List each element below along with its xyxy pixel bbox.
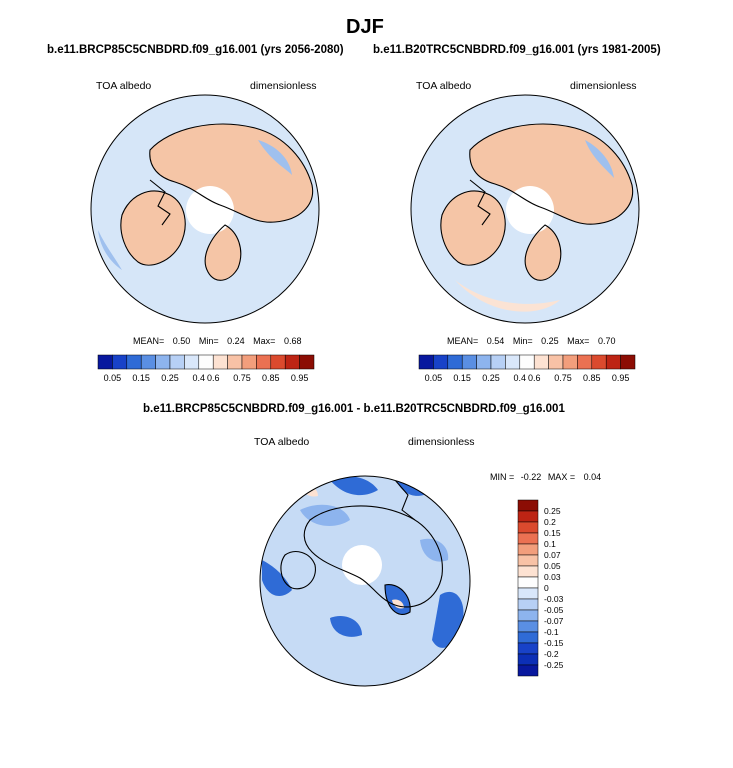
colorbar-difference-tick-label: -0.15 bbox=[544, 638, 564, 648]
colorbar-left: 0.05 0.15 0.25 0.4 0.6 0.75 0.85 0.95 bbox=[97, 354, 315, 383]
colorbar-right-tick-label: 0.85 bbox=[583, 373, 601, 383]
colorbar-left-tick-label: 0.05 bbox=[104, 373, 122, 383]
panel-right-max: 0.70 bbox=[597, 336, 616, 346]
panel-left-min: 0.24 bbox=[227, 336, 245, 346]
difference-title: b.e11.BRCP85C5CNBDRD.f09_g16.001 - b.e11… bbox=[143, 403, 565, 415]
colorbar-right: 0.05 0.15 0.25 0.4 0.6 0.75 0.85 0.95 bbox=[418, 354, 636, 383]
colorbar-difference-tick-label: -0.07 bbox=[544, 616, 564, 626]
colorbar-difference: 0.250.20.150.10.070.050.030-0.03-0.05-0.… bbox=[517, 499, 564, 677]
difference-max-label: MAX = bbox=[547, 472, 576, 482]
panel-right-run-title: b.e11.B20TRC5CNBDRD.f09_g16.001 (yrs 198… bbox=[373, 44, 661, 56]
colorbar-difference-swatch bbox=[517, 510, 539, 523]
colorbar-difference-tick-label: -0.2 bbox=[544, 649, 559, 659]
colorbar-difference-tick-label: 0.1 bbox=[544, 539, 556, 549]
colorbar-left-tick-label: 0.75 bbox=[233, 373, 251, 383]
colorbar-difference-swatch bbox=[517, 609, 539, 622]
difference-variable: TOA albedo bbox=[254, 436, 310, 448]
colorbar-left-tick-label: 0.85 bbox=[262, 373, 280, 383]
panel-right-mean-label: MEAN= bbox=[447, 336, 479, 346]
colorbar-difference-tick-label: 0.05 bbox=[544, 561, 561, 571]
colorbar-right-swatch bbox=[620, 354, 636, 370]
panel-left-variable: TOA albedo bbox=[96, 80, 152, 92]
colorbar-right-tick-label: 0.25 bbox=[482, 373, 500, 383]
colorbar-difference-tick-label: 0.2 bbox=[544, 517, 556, 527]
colorbar-left-tick-label: 0.15 bbox=[132, 373, 150, 383]
colorbar-difference-swatch bbox=[517, 554, 539, 567]
colorbar-difference-tick-label: 0.03 bbox=[544, 572, 561, 582]
panel-left-mean: 0.50 bbox=[172, 336, 191, 346]
colorbar-difference-swatch bbox=[517, 543, 539, 556]
colorbar-right-tick-label: 0.15 bbox=[453, 373, 471, 383]
colorbar-difference-tick-label: 0.25 bbox=[544, 506, 561, 516]
colorbar-right-tick-label: 0.6 bbox=[528, 373, 541, 383]
panel-left-stats: MEAN= 0.50 Min= 0.24 Max= 0.68 bbox=[133, 336, 301, 346]
colorbar-difference-swatch bbox=[517, 620, 539, 633]
colorbar-difference-swatch bbox=[517, 521, 539, 534]
colorbar-left-tick-label: 0.25 bbox=[161, 373, 179, 383]
panel-left-min-label: Min= bbox=[198, 336, 219, 346]
colorbar-left-swatch bbox=[299, 354, 315, 370]
colorbar-difference-tick-label: -0.03 bbox=[544, 594, 564, 604]
panel-right-stats: MEAN= 0.54 Min= 0.25 Max= 0.70 bbox=[447, 336, 615, 346]
colorbar-difference-tick-label: 0.15 bbox=[544, 528, 561, 538]
panel-right-units: dimensionless bbox=[570, 80, 637, 92]
colorbar-difference-tick-label: 0 bbox=[544, 583, 549, 593]
panel-left-max-label: Max= bbox=[253, 336, 276, 346]
colorbar-difference-tick-label: -0.25 bbox=[544, 660, 564, 670]
difference-minmax: MIN = -0.22 MAX = 0.04 bbox=[490, 472, 601, 482]
map-field-difference bbox=[260, 476, 470, 686]
panel-left-max: 0.68 bbox=[283, 336, 302, 346]
difference-units: dimensionless bbox=[408, 436, 475, 448]
colorbar-right-tick-label: 0.05 bbox=[425, 373, 443, 383]
difference-min-label: MIN = bbox=[490, 472, 515, 482]
colorbar-difference-swatch bbox=[517, 598, 539, 611]
colorbar-difference-swatch bbox=[517, 499, 539, 512]
colorbar-left-tick-label: 0.95 bbox=[291, 373, 309, 383]
panel-right-variable: TOA albedo bbox=[416, 80, 472, 92]
map-field-left bbox=[91, 95, 319, 323]
colorbar-difference-tick-label: 0.07 bbox=[544, 550, 561, 560]
panel-right-min: 0.25 bbox=[541, 336, 559, 346]
colorbar-difference-swatch bbox=[517, 642, 539, 655]
colorbar-difference-swatch bbox=[517, 532, 539, 545]
colorbar-difference-swatch bbox=[517, 664, 539, 677]
colorbar-right-tick-label: 0.75 bbox=[554, 373, 572, 383]
colorbar-difference-swatch bbox=[517, 631, 539, 644]
colorbar-difference-swatch bbox=[517, 587, 539, 600]
figure-title: DJF bbox=[346, 16, 384, 38]
colorbar-left-tick-label: 0.4 bbox=[193, 373, 206, 383]
panel-right-max-label: Max= bbox=[567, 336, 590, 346]
panel-left-run-title: b.e11.BRCP85C5CNBDRD.f09_g16.001 (yrs 20… bbox=[47, 44, 344, 56]
map-field-right bbox=[411, 95, 639, 323]
colorbar-difference-tick-label: -0.05 bbox=[544, 605, 564, 615]
difference-max: 0.04 bbox=[583, 472, 602, 482]
colorbar-difference-swatch bbox=[517, 565, 539, 578]
difference-min: -0.22 bbox=[520, 472, 542, 482]
colorbar-right-tick-label: 0.4 bbox=[514, 373, 527, 383]
colorbar-difference-swatch bbox=[517, 653, 539, 666]
panel-right-mean: 0.54 bbox=[486, 336, 505, 346]
panel-left-mean-label: MEAN= bbox=[133, 336, 165, 346]
panel-right-min-label: Min= bbox=[512, 336, 533, 346]
panel-left-units: dimensionless bbox=[250, 80, 317, 92]
colorbar-difference-swatch bbox=[517, 576, 539, 589]
colorbar-left-tick-label: 0.6 bbox=[207, 373, 220, 383]
colorbar-difference-tick-label: -0.1 bbox=[544, 627, 559, 637]
colorbar-right-tick-label: 0.95 bbox=[612, 373, 630, 383]
